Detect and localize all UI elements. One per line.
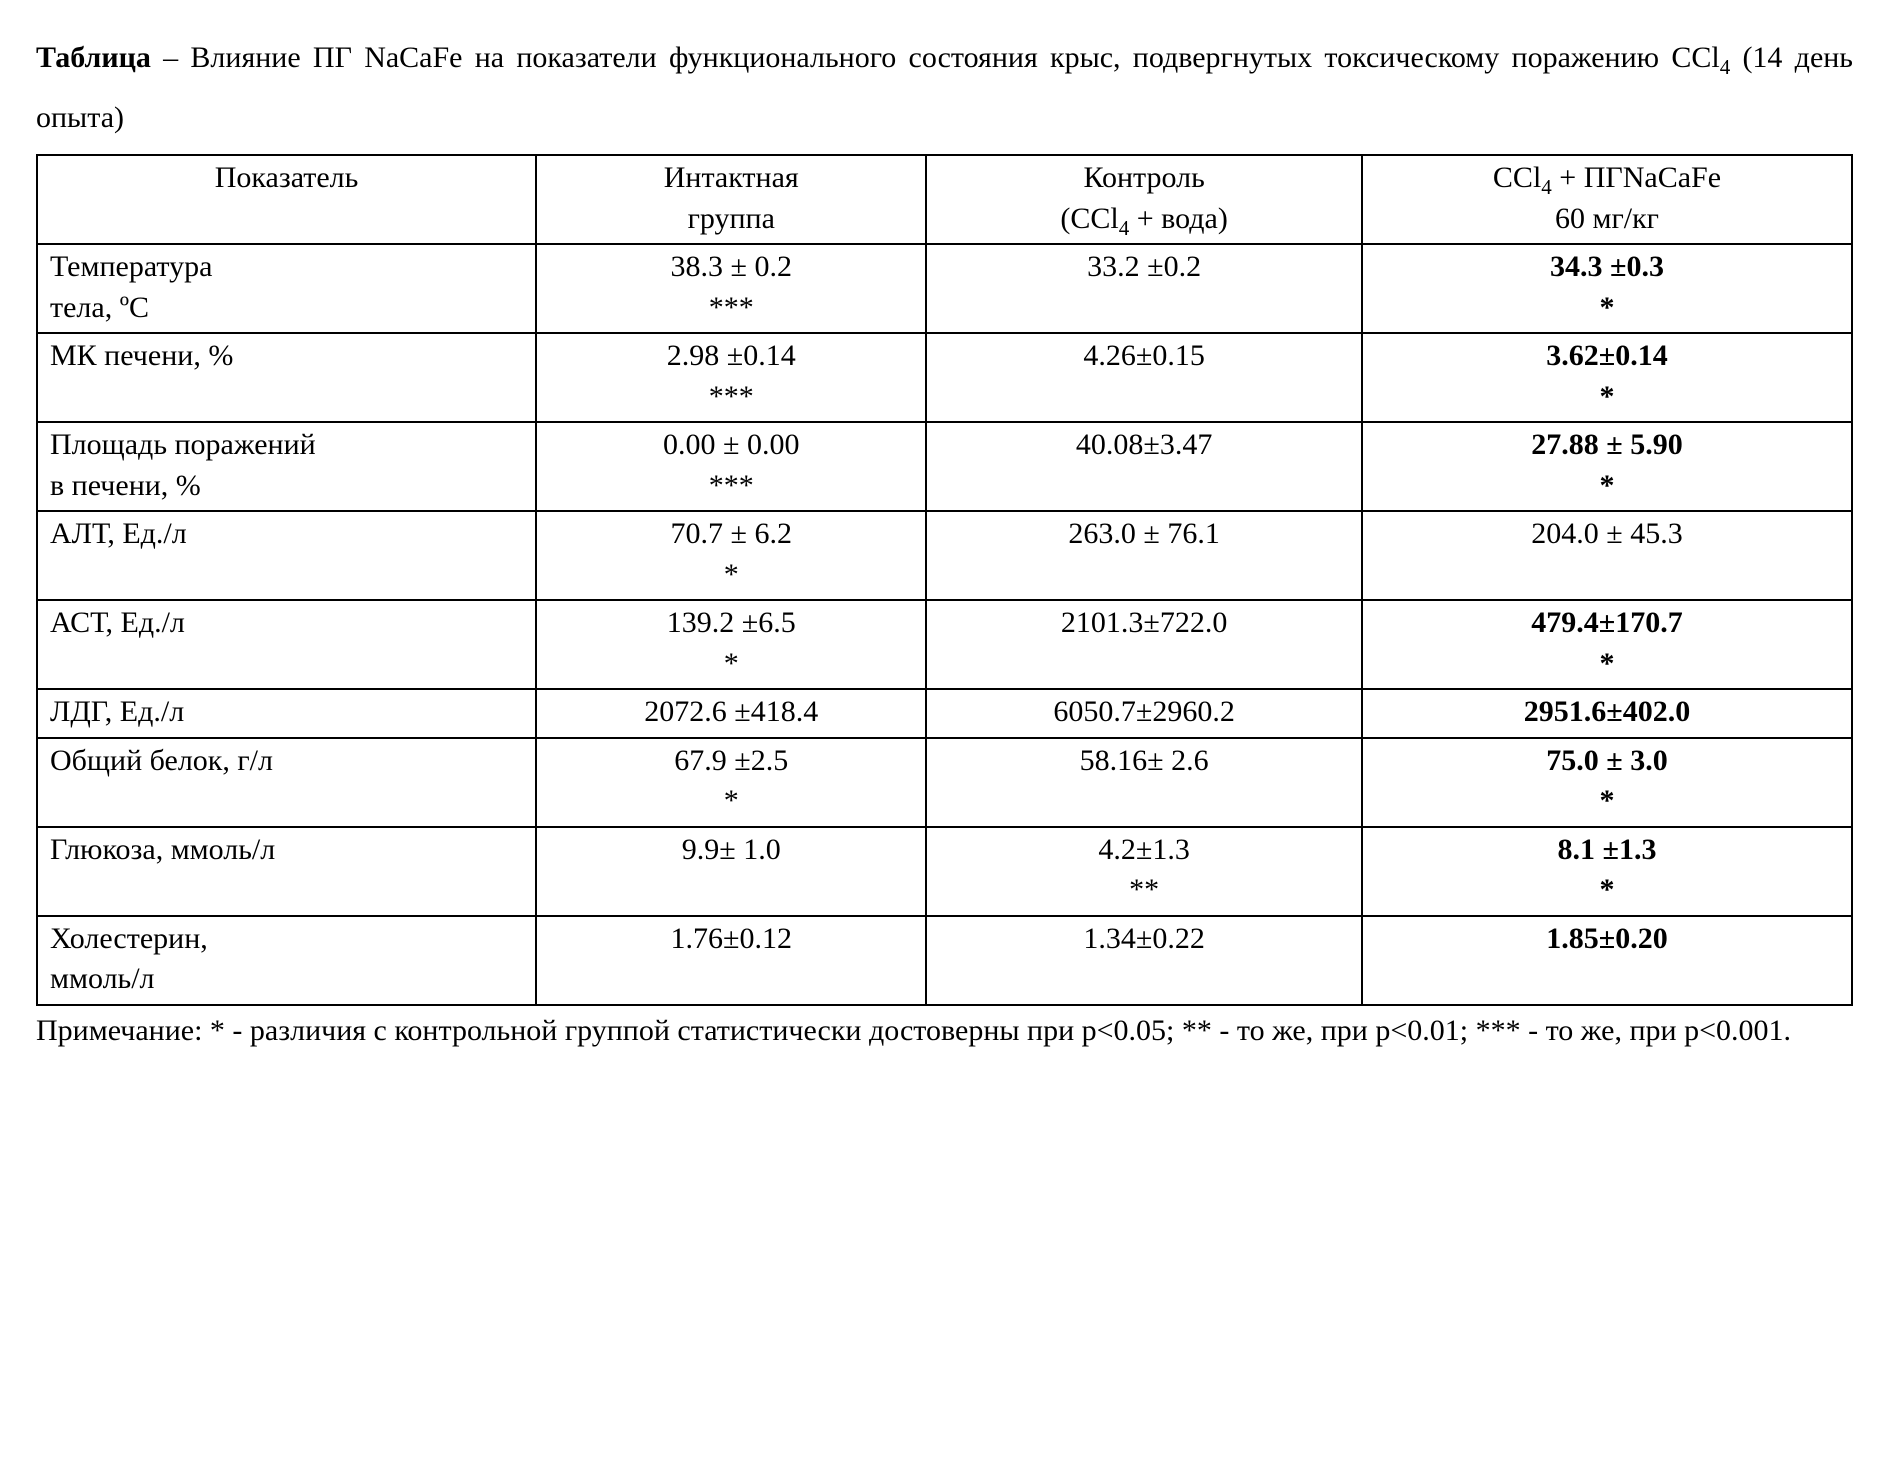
parameter-cell: Общий белок, г/л	[37, 738, 536, 827]
treatment-cell: 2951.6±402.0	[1362, 689, 1852, 738]
treatment-cell: 479.4±170.7*	[1362, 600, 1852, 689]
treatment-cell: 8.1 ±1.3*	[1362, 827, 1852, 916]
intact-cell: 38.3 ± 0.2***	[536, 244, 926, 333]
control-cell: 4.2±1.3**	[926, 827, 1362, 916]
control-cell: 2101.3±722.0	[926, 600, 1362, 689]
intact-cell: 1.76±0.12	[536, 916, 926, 1005]
control-cell: 33.2 ±0.2	[926, 244, 1362, 333]
intact-cell: 2.98 ±0.14***	[536, 333, 926, 422]
control-cell: 263.0 ± 76.1	[926, 511, 1362, 600]
treatment-cell: 3.62±0.14*	[1362, 333, 1852, 422]
table-row: Глюкоза, ммоль/л9.9± 1.04.2±1.3**8.1 ±1.…	[37, 827, 1852, 916]
control-cell: 1.34±0.22	[926, 916, 1362, 1005]
parameter-cell: Площадь пораженийв печени, %	[37, 422, 536, 511]
intact-cell: 70.7 ± 6.2*	[536, 511, 926, 600]
caption-text-a: Влияние ПГ NaCaFe на показатели функцион…	[190, 41, 1719, 74]
parameter-cell: Холестерин,ммоль/л	[37, 916, 536, 1005]
table-caption: Таблица – Влияние ПГ NaCaFe на показател…	[36, 28, 1853, 148]
table-row: Площадь пораженийв печени, %0.00 ± 0.00*…	[37, 422, 1852, 511]
table-row: Температуратела, ºС38.3 ± 0.2***33.2 ±0.…	[37, 244, 1852, 333]
table-row: Общий белок, г/л67.9 ±2.5*58.16± 2.675.0…	[37, 738, 1852, 827]
parameter-cell: МК печени, %	[37, 333, 536, 422]
results-table: Показатель Интактная группа Контроль (CC…	[36, 154, 1853, 1006]
table-note: Примечание: * - различия с контрольной г…	[36, 1008, 1853, 1055]
col-control: Контроль (CCl4 + вода)	[926, 155, 1362, 244]
treatment-cell: 34.3 ±0.3*	[1362, 244, 1852, 333]
parameter-cell: Температуратела, ºС	[37, 244, 536, 333]
parameter-cell: АЛТ, Ед./л	[37, 511, 536, 600]
table-row: АЛТ, Ед./л70.7 ± 6.2*263.0 ± 76.1204.0 ±…	[37, 511, 1852, 600]
parameter-cell: Глюкоза, ммоль/л	[37, 827, 536, 916]
treatment-cell: 27.88 ± 5.90*	[1362, 422, 1852, 511]
intact-cell: 67.9 ±2.5*	[536, 738, 926, 827]
parameter-cell: ЛДГ, Ед./л	[37, 689, 536, 738]
control-cell: 4.26±0.15	[926, 333, 1362, 422]
col-treatment: CCl4 + ПГNaCaFe 60 мг/кг	[1362, 155, 1852, 244]
intact-cell: 2072.6 ±418.4	[536, 689, 926, 738]
col-parameter: Показатель	[37, 155, 536, 244]
control-cell: 58.16± 2.6	[926, 738, 1362, 827]
treatment-cell: 204.0 ± 45.3	[1362, 511, 1852, 600]
note-text: Примечание: * - различия с контрольной г…	[36, 1014, 1791, 1047]
caption-sub-4: 4	[1720, 55, 1731, 79]
intact-cell: 0.00 ± 0.00***	[536, 422, 926, 511]
table-row: МК печени, %2.98 ±0.14***4.26±0.153.62±0…	[37, 333, 1852, 422]
caption-sep: –	[151, 41, 191, 74]
intact-cell: 139.2 ±6.5*	[536, 600, 926, 689]
treatment-cell: 75.0 ± 3.0*	[1362, 738, 1852, 827]
table-row: ЛДГ, Ед./л2072.6 ±418.46050.7±2960.22951…	[37, 689, 1852, 738]
parameter-cell: АСТ, Ед./л	[37, 600, 536, 689]
caption-label: Таблица	[36, 41, 151, 74]
table-body: Температуратела, ºС38.3 ± 0.2***33.2 ±0.…	[37, 244, 1852, 1005]
table-row: АСТ, Ед./л139.2 ±6.5*2101.3±722.0479.4±1…	[37, 600, 1852, 689]
treatment-cell: 1.85±0.20	[1362, 916, 1852, 1005]
control-cell: 40.08±3.47	[926, 422, 1362, 511]
table-row: Холестерин,ммоль/л1.76±0.121.34±0.221.85…	[37, 916, 1852, 1005]
table-header-row: Показатель Интактная группа Контроль (CC…	[37, 155, 1852, 244]
control-cell: 6050.7±2960.2	[926, 689, 1362, 738]
col-intact: Интактная группа	[536, 155, 926, 244]
intact-cell: 9.9± 1.0	[536, 827, 926, 916]
